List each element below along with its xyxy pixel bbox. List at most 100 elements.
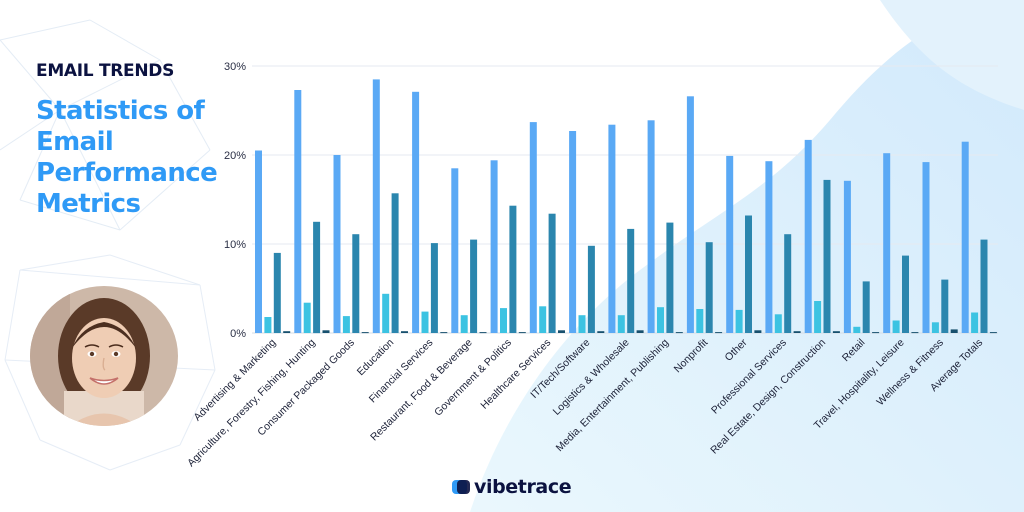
bar [294,90,302,333]
bar [361,332,369,334]
bar [765,161,773,333]
bar [636,330,644,333]
x-tick-label: Healthcare Services [478,337,553,412]
bar [313,221,321,334]
bar [401,331,408,333]
x-tick-label: Education [355,337,397,379]
bar [322,330,330,333]
bar [391,193,399,333]
bar [273,252,281,333]
bar [569,131,577,333]
bar [872,332,880,334]
bar [264,317,272,333]
bar [774,314,782,333]
bar [961,141,969,333]
bar [382,293,390,333]
bar [470,239,478,333]
bar [980,239,988,333]
bar [726,155,734,333]
bar [814,301,822,333]
bar [352,234,360,333]
bar [832,331,840,333]
bar [686,96,694,333]
bar [529,122,537,333]
bar [804,139,812,333]
bar [490,160,498,333]
bar [922,162,930,333]
headline-line-1: Statistics of [36,96,205,126]
x-tick-label: Nonprofit [672,337,711,376]
bar [255,150,262,333]
bar [460,315,468,333]
network-mesh-top [0,19,211,231]
headline-line-2: Email [36,127,114,157]
x-tick-label: Government & Politics [432,337,514,419]
bar [950,329,958,333]
bar [597,331,605,333]
bar [500,308,507,333]
page-headline: Statistics of Email Performance Metrics [36,96,236,220]
bar [372,79,380,334]
bar [853,326,861,333]
bar [823,179,831,333]
bar [843,180,851,333]
bar [342,316,350,333]
bar [608,124,616,333]
bar [784,234,792,333]
y-tick-label: 0% [230,328,246,340]
bar [333,155,341,333]
brand-logo: vibetrace [452,476,572,498]
bar [754,330,762,333]
bar [657,307,664,333]
bar [902,255,909,333]
bar [587,245,595,333]
x-tick-label: Other [723,336,750,363]
bar [675,332,683,334]
bar [283,331,291,333]
bar [793,331,801,333]
bar [647,120,655,333]
x-tick-label: Retail [840,337,867,364]
brand-wordmark: vibetrace [474,476,572,498]
bar [558,330,565,333]
bar [617,315,625,333]
bar [735,309,743,333]
bar [941,279,949,333]
bar [715,332,723,334]
bar [451,168,459,333]
bar [627,228,635,333]
bar [578,315,586,333]
bar [421,311,429,333]
bar [666,222,674,333]
y-tick-label: 30% [224,61,246,73]
bar [440,332,448,334]
bar [303,302,311,333]
bar [539,306,547,333]
x-tick-label: Logistics & Wholesale [551,337,632,418]
bar [705,242,713,333]
bar [430,243,438,333]
headline-line-3: Performance [36,158,218,188]
bar [696,309,704,333]
vibetrace-logo-icon [452,480,470,494]
bar [745,215,752,333]
y-tick-label: 20% [224,150,246,162]
bar [862,281,870,333]
bar [911,332,919,334]
bar [883,153,891,333]
x-tick-label: Wellness & Fitness [874,337,945,408]
bar [479,332,487,334]
bar [509,205,517,333]
y-tick-label: 10% [224,239,246,251]
headline-line-4: Metrics [36,189,141,219]
bar [971,312,979,333]
bar [892,320,900,333]
bar [989,332,997,334]
avatar [30,286,178,426]
bar [931,322,939,333]
bar [412,91,420,333]
eyebrow-title: EMAIL TRENDS [36,61,175,81]
x-tick-label: Professional Services [709,337,789,417]
bar [518,332,526,334]
